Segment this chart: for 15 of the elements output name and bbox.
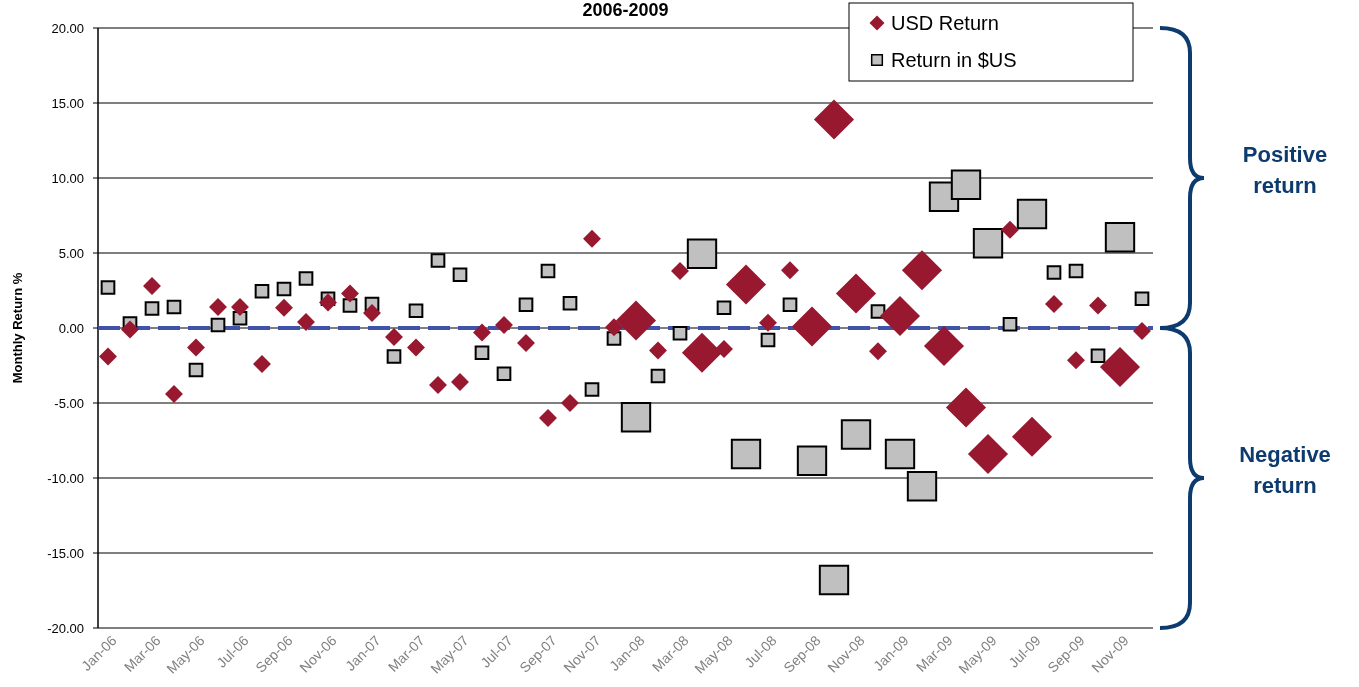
y-tick-label: 5.00 <box>58 245 84 261</box>
legend-label: USD Return <box>891 12 999 34</box>
y-tick-label: 0.00 <box>58 320 84 336</box>
y-tick-label: -5.00 <box>54 395 84 411</box>
y-tick-label: 20.00 <box>51 20 84 36</box>
text: Negative return <box>1239 442 1331 498</box>
text: Positive return <box>1242 142 1328 198</box>
y-tick-label: -20.00 <box>47 620 84 636</box>
chart-title: 2006-2009 <box>582 0 669 20</box>
y-axis-title: Monthly Return % <box>10 272 25 384</box>
y-tick-label: -15.00 <box>47 545 84 561</box>
y-tick-label: -10.00 <box>47 470 84 486</box>
y-tick-label: 10.00 <box>51 170 84 186</box>
legend-label: Return in $US <box>891 49 1017 71</box>
y-tick-label: 15.00 <box>51 95 84 111</box>
